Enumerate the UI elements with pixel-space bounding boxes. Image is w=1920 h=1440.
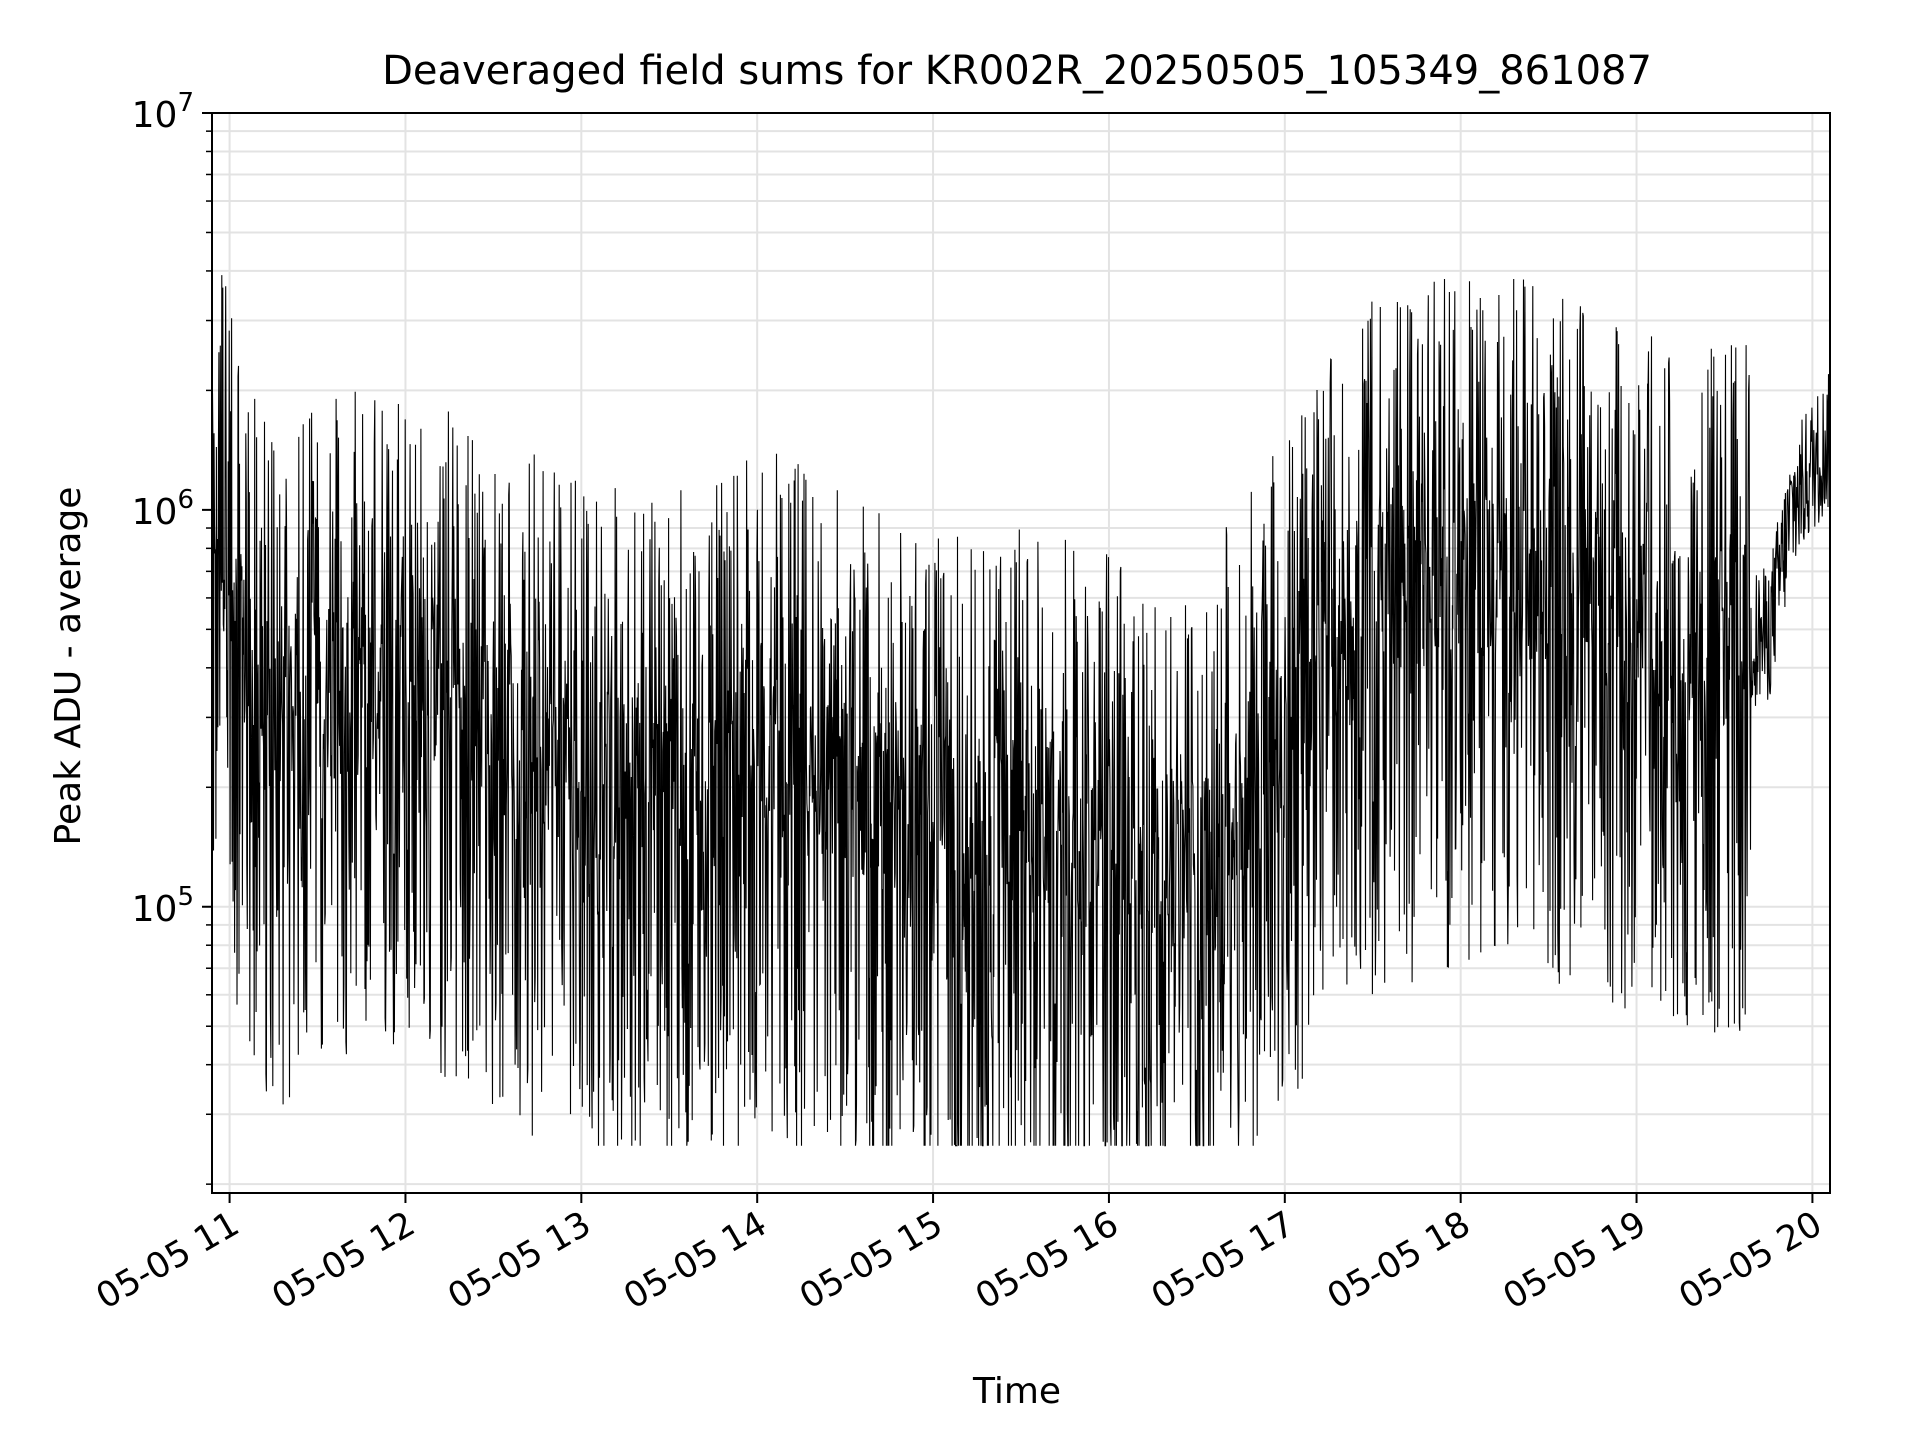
y-tick-label: 106 bbox=[132, 485, 194, 533]
chart-title: Deaveraged field sums for KR002R_2025050… bbox=[382, 48, 1652, 94]
y-axis-label: Peak ADU - average bbox=[48, 487, 89, 846]
y-tick-label: 107 bbox=[132, 88, 194, 136]
plot-area-frame bbox=[211, 112, 1831, 1194]
y-tick-label: 105 bbox=[132, 882, 194, 930]
series-layer bbox=[211, 275, 1831, 1147]
x-axis-label: Time bbox=[972, 1371, 1061, 1412]
data-series-line bbox=[211, 275, 1831, 1147]
